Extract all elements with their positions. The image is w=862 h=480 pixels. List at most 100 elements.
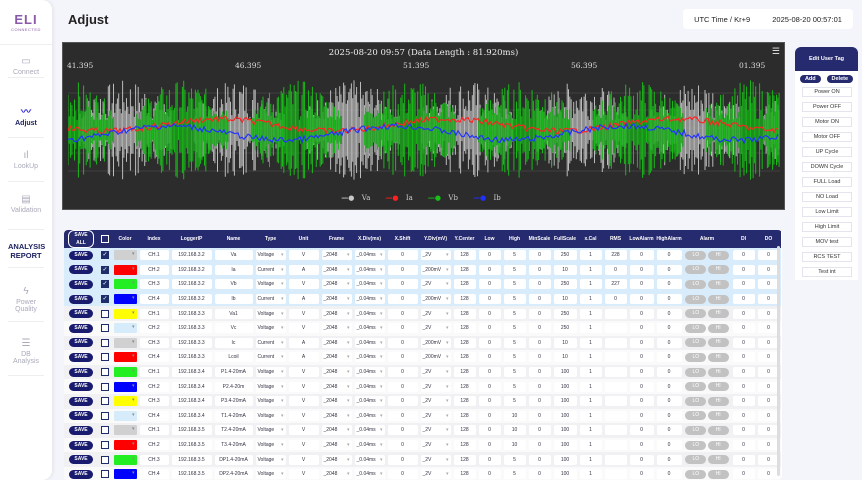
row-checkbox[interactable]: ✓ [101, 295, 109, 304]
ip-field[interactable]: 192.168.3.4 [171, 367, 212, 378]
save-row-button[interactable]: SAVE [69, 440, 93, 450]
row-checkbox[interactable] [101, 338, 109, 347]
min-field[interactable]: 0 [528, 294, 551, 305]
di-field[interactable]: 0 [732, 367, 755, 378]
unit-field[interactable]: V [288, 396, 319, 407]
ycenter-field[interactable]: 128 [453, 308, 476, 319]
highalarm-field[interactable]: 0 [656, 469, 682, 480]
ip-field[interactable]: 192.168.3.5 [171, 425, 212, 436]
lowalarm-field[interactable]: 0 [629, 425, 654, 436]
do-field[interactable]: 0 [757, 410, 780, 421]
sidebar-item-lookup[interactable]: ıl LookUp [8, 142, 44, 182]
min-field[interactable]: 0 [528, 469, 551, 480]
rms-field[interactable] [604, 352, 627, 363]
ycenter-field[interactable]: 128 [453, 250, 476, 261]
ip-field[interactable]: 192.168.3.5 [171, 454, 212, 465]
xdiv-select[interactable]: _0.04ms [354, 337, 385, 348]
ycenter-field[interactable]: 128 [453, 337, 476, 348]
ip-field[interactable]: 192.168.3.4 [171, 396, 212, 407]
do-field[interactable]: 0 [757, 308, 780, 319]
save-row-button[interactable]: SAVE [69, 396, 93, 406]
di-field[interactable]: 0 [732, 279, 755, 290]
frame-select[interactable]: _2048 [321, 425, 352, 436]
xcal-field[interactable]: 1 [579, 469, 602, 480]
lowalarm-field[interactable]: 0 [629, 396, 654, 407]
do-field[interactable]: 0 [757, 469, 780, 480]
xshift-field[interactable]: 0 [387, 308, 418, 319]
low-field[interactable]: 0 [478, 294, 501, 305]
xdiv-select[interactable]: _0.04ms [354, 279, 385, 290]
user-tag-button[interactable]: RCS TEST [802, 252, 852, 262]
xdiv-select[interactable]: _0.04ms [354, 469, 385, 480]
save-row-button[interactable]: SAVE [69, 352, 93, 362]
full-field[interactable]: 10 [553, 337, 577, 348]
xcal-field[interactable]: 1 [579, 396, 602, 407]
lowalarm-field[interactable]: 0 [629, 454, 654, 465]
row-checkbox[interactable] [101, 441, 109, 450]
alarm-hi-button[interactable]: HI [707, 294, 729, 304]
xcal-field[interactable]: 1 [579, 425, 602, 436]
rms-field[interactable]: 0 [604, 264, 627, 275]
frame-select[interactable]: _2048 [321, 308, 352, 319]
rms-field[interactable] [604, 454, 627, 465]
index-field[interactable]: CH.1 [139, 250, 169, 261]
ycenter-field[interactable]: 128 [453, 469, 476, 480]
unit-field[interactable]: V [288, 469, 319, 480]
min-field[interactable]: 0 [528, 425, 551, 436]
do-field[interactable]: 0 [757, 367, 780, 378]
alarm-hi-button[interactable]: HI [707, 425, 729, 435]
min-field[interactable]: 0 [528, 396, 551, 407]
highalarm-field[interactable]: 0 [656, 454, 682, 465]
high-field[interactable]: 5 [503, 396, 526, 407]
lowalarm-field[interactable]: 0 [629, 381, 654, 392]
row-checkbox[interactable] [101, 368, 109, 377]
name-field[interactable]: Vb [214, 279, 253, 290]
ycenter-field[interactable]: 128 [453, 396, 476, 407]
save-row-button[interactable]: SAVE [69, 265, 93, 275]
xshift-field[interactable]: 0 [387, 352, 418, 363]
ycenter-field[interactable]: 128 [453, 264, 476, 275]
alarm-hi-button[interactable]: HI [707, 469, 729, 479]
user-tag-button[interactable]: MOV test [802, 237, 852, 247]
highalarm-field[interactable]: 0 [656, 381, 682, 392]
highalarm-field[interactable]: 0 [656, 367, 682, 378]
xcal-field[interactable]: 1 [579, 250, 602, 261]
name-field[interactable]: DP2.4-20mA [214, 469, 253, 480]
frame-select[interactable]: _2048 [321, 381, 352, 392]
full-field[interactable]: 250 [553, 323, 577, 334]
high-field[interactable]: 5 [503, 381, 526, 392]
highalarm-field[interactable]: 0 [656, 396, 682, 407]
di-field[interactable]: 0 [732, 264, 755, 275]
name-field[interactable]: T2.4-20mA [214, 425, 253, 436]
low-field[interactable]: 0 [478, 381, 501, 392]
xdiv-select[interactable]: _0.04ms [354, 250, 385, 261]
ycenter-field[interactable]: 128 [453, 440, 476, 451]
full-field[interactable]: 100 [553, 381, 577, 392]
xdiv-select[interactable]: _0.04ms [354, 352, 385, 363]
alarm-hi-button[interactable]: HI [707, 265, 729, 275]
min-field[interactable]: 0 [528, 323, 551, 334]
user-tag-button[interactable]: Low Limit [802, 207, 852, 217]
alarm-lo-button[interactable]: LO [685, 352, 707, 362]
name-field[interactable]: Va [214, 250, 253, 261]
highalarm-field[interactable]: 0 [656, 440, 682, 451]
xdiv-select[interactable]: _0.04ms [354, 264, 385, 275]
di-field[interactable]: 0 [732, 294, 755, 305]
hamburger-icon[interactable]: ☰ [771, 46, 780, 56]
type-select[interactable]: Voltage [255, 425, 286, 436]
color-select[interactable] [113, 323, 137, 334]
row-checkbox[interactable] [101, 324, 109, 333]
ycenter-field[interactable]: 128 [453, 294, 476, 305]
full-field[interactable]: 100 [553, 410, 577, 421]
user-tag-button[interactable]: UP Cycle [802, 147, 852, 157]
low-field[interactable]: 0 [478, 264, 501, 275]
unit-field[interactable]: V [288, 308, 319, 319]
alarm-lo-button[interactable]: LO [685, 279, 707, 289]
index-field[interactable]: CH.4 [139, 352, 169, 363]
name-field[interactable]: T3.4-20mA [214, 440, 253, 451]
lowalarm-field[interactable]: 0 [629, 469, 654, 480]
row-checkbox[interactable]: ✓ [101, 280, 109, 289]
row-checkbox[interactable] [101, 426, 109, 435]
di-field[interactable]: 0 [732, 250, 755, 261]
ycenter-field[interactable]: 128 [453, 410, 476, 421]
